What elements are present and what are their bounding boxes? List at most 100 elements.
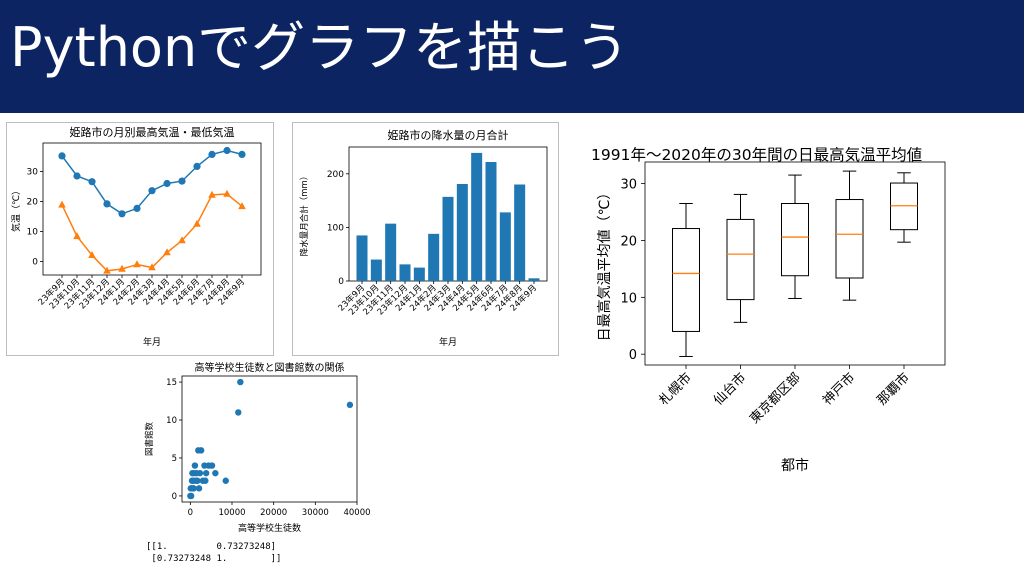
y-axis-label: 図書館数: [144, 422, 155, 457]
box-iqr: [726, 218, 755, 301]
bar: [471, 152, 483, 281]
y-tick-label: 100: [327, 223, 344, 233]
data-point: [58, 152, 66, 160]
y-tick-label: 10: [620, 291, 637, 306]
plot-frame: [181, 375, 358, 503]
y-tick-label: 0: [172, 492, 177, 502]
data-point: [208, 150, 216, 158]
temperature-chart: 姫路市の月別最高気温・最低気温 0 10 20 30 23年9月 23年10月 23年11月 2…: [6, 122, 274, 356]
x-axis-label: 年月: [143, 336, 161, 348]
matrix-line-2: [0.73273248 1. ]]: [146, 554, 282, 564]
chart-title: 高等学校生徒数と図書館数の関係: [195, 361, 345, 374]
y-tick-label: 5: [172, 454, 177, 464]
data-point: [223, 146, 231, 155]
data-point: [133, 260, 141, 268]
x-axis-label: 都市: [781, 457, 809, 474]
data-point: [346, 401, 354, 409]
data-point: [178, 236, 186, 244]
x-tick-label: 0: [188, 508, 193, 518]
data-point: [58, 200, 66, 208]
data-point: [193, 219, 201, 227]
x-axis-label: 年月: [439, 336, 457, 348]
data-point: [103, 266, 111, 274]
data-point: [189, 469, 196, 477]
x-tick-label: 那覇市: [874, 370, 913, 409]
x-tick-label: 20000: [260, 508, 287, 518]
x-tick-label: 30000: [302, 508, 329, 518]
data-point: [223, 189, 231, 197]
data-point: [187, 485, 194, 492]
y-tick-label: 20: [27, 198, 39, 208]
data-point: [237, 378, 244, 386]
y-tick-label: 10: [166, 416, 177, 426]
y-tick-label: 0: [629, 348, 637, 363]
data-point: [163, 179, 171, 188]
data-point: [178, 177, 186, 185]
y-tick-label: 30: [27, 168, 39, 178]
data-point: [187, 492, 194, 500]
y-tick-label: 0: [32, 258, 38, 268]
data-point: [195, 447, 202, 454]
y-tick-label: 10: [27, 228, 39, 238]
data-point: [188, 477, 196, 484]
data-point: [88, 178, 96, 186]
data-point: [222, 477, 229, 484]
box-iqr: [781, 203, 809, 277]
x-tick-label: 40000: [343, 508, 370, 518]
data-point: [208, 190, 216, 198]
data-point: [199, 477, 207, 484]
y-tick-label: 15: [166, 378, 177, 388]
data-point: [133, 204, 141, 212]
y-tick-label: 30: [620, 178, 637, 193]
scatter-chart: 高等学校生徒数と図書館数の関係 0 5 10 15 0 10000 20000 30000 400…: [142, 357, 372, 575]
data-point: [163, 248, 171, 256]
y-axis-label: 降水量月合計（mm）: [299, 172, 310, 257]
bar: [399, 264, 411, 281]
page-title: Pythonでグラフを描こう: [10, 16, 630, 79]
x-tick-label: 仙台市: [710, 370, 749, 409]
bar: [456, 183, 468, 281]
header-banner: Pythonでグラフを描こう: [0, 0, 1024, 113]
data-point: [238, 202, 246, 210]
data-point: [201, 462, 208, 469]
data-point: [88, 251, 96, 258]
data-point: [195, 485, 203, 492]
data-point: [148, 187, 156, 195]
y-tick-label: 200: [327, 170, 344, 180]
data-point: [148, 263, 156, 271]
data-point: [73, 232, 81, 240]
bar: [356, 235, 368, 281]
box-iqr: [672, 228, 700, 332]
bar: [485, 162, 497, 281]
data-point: [235, 409, 242, 416]
data-point: [73, 172, 81, 180]
y-tick-label: 20: [620, 234, 637, 249]
x-tick-label: 10000: [218, 508, 245, 518]
data-point: [118, 264, 126, 272]
series-line-2: [61, 193, 243, 272]
precipitation-chart-svg: 姫路市の降水量の月合計010020023年9月23年10月23年11月23年12…: [299, 128, 548, 348]
bar: [370, 259, 382, 281]
data-point: [202, 469, 210, 477]
data-point: [212, 469, 219, 477]
bar: [499, 212, 511, 281]
y-tick-label: 0: [338, 277, 344, 287]
boxplot-chart: 1991年～2020年の30年間の日最高気温平均値 0 10 20 30 札幌市 仙台市 東京…: [575, 132, 1024, 480]
boxplot-chart-svg: 1991年～2020年の30年間の日最高気温平均値 0 10 20 30 札幌市 仙台市東京…: [591, 146, 946, 474]
plot-frame: [42, 142, 262, 276]
matrix-line-1: [[1. 0.73273248]: [146, 542, 277, 552]
y-axis-label: 気温（℃）: [10, 186, 22, 232]
precipitation-chart: 姫路市の降水量の月合計 0 100 200 23年9月 23年10月 23年11月 23年12…: [292, 122, 559, 356]
y-axis-label: 日最高気温平均値（℃）: [596, 186, 613, 342]
bar: [385, 223, 397, 281]
x-axis-label: 高等学校生徒数: [238, 522, 301, 534]
x-tick-label: 神戸市: [819, 370, 858, 409]
data-point: [238, 150, 246, 158]
data-point: [103, 200, 111, 208]
x-tick-label: 札幌市: [656, 370, 695, 409]
data-point: [191, 462, 199, 469]
chart-title: 姫路市の降水量の月合計: [388, 128, 509, 142]
data-point: [118, 210, 126, 218]
scatter-chart-svg: 高等学校生徒数と図書館数の関係 0 5 10 15 0 10000 20000 30000 400…: [144, 361, 371, 534]
data-point: [193, 162, 201, 170]
